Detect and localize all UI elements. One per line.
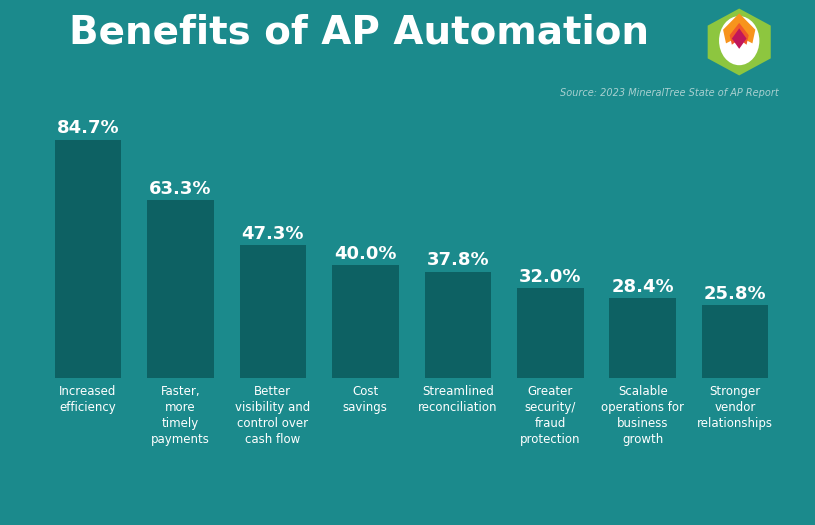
Text: 47.3%: 47.3% [242,225,304,243]
Polygon shape [707,8,771,76]
Text: 63.3%: 63.3% [149,180,212,197]
Text: 25.8%: 25.8% [704,285,766,303]
Polygon shape [729,23,749,45]
Bar [517,288,584,378]
Ellipse shape [719,16,760,65]
Bar [702,306,769,378]
Bar [425,271,491,378]
Text: 40.0%: 40.0% [334,245,397,263]
Bar [148,200,214,378]
Text: 84.7%: 84.7% [57,119,119,138]
Polygon shape [732,28,747,49]
Text: Source: 2023 MineralTree State of AP Report: Source: 2023 MineralTree State of AP Rep… [560,88,778,99]
Bar [55,140,121,378]
Bar [610,298,676,378]
Bar [332,266,399,378]
Text: 32.0%: 32.0% [519,268,581,286]
Bar [240,245,306,378]
Text: 28.4%: 28.4% [611,278,674,296]
Text: 37.8%: 37.8% [426,251,489,269]
Text: Benefits of AP Automation: Benefits of AP Automation [68,13,649,51]
Polygon shape [723,13,756,44]
